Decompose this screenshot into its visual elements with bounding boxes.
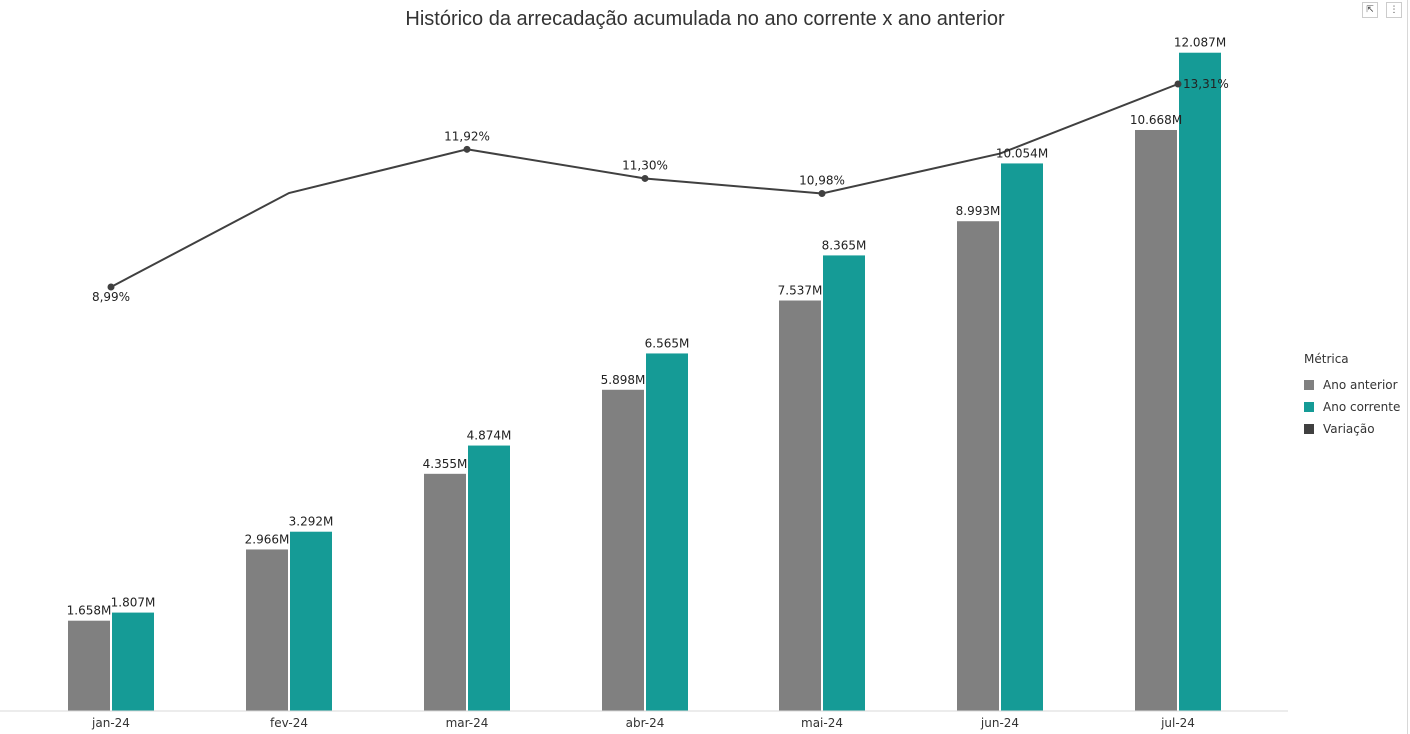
bar-label-ano-anterior-jan-24: 1.658M (67, 604, 112, 618)
bar-label-ano-corrente-mar-24: 4.874M (467, 429, 512, 443)
bar-label-ano-corrente-mai-24: 8.365M (822, 238, 867, 252)
bar-ano-corrente-jan-24[interactable] (112, 612, 154, 711)
x-tick-jan-24: jan-24 (91, 716, 130, 730)
x-tick-labels: jan-24 fev-24 mar-24 abr-24 mai-24 jun-24 jul-… (91, 716, 1195, 730)
more-options-icon[interactable]: ⋮ (1386, 2, 1402, 18)
bar-label-ano-anterior-jun-24: 8.993M (956, 204, 1001, 218)
variation-point-jul-24[interactable] (1174, 80, 1182, 88)
bar-ano-corrente-jun-24[interactable] (1001, 163, 1043, 711)
x-tick-jul-24: jul-24 (1160, 716, 1195, 730)
variation-label-jan-24: 8,99% (92, 290, 130, 304)
variation-label-abr-24: 11,30% (622, 158, 668, 172)
bar-label-ano-anterior-abr-24: 5.898M (601, 373, 646, 387)
x-tick-mai-24: mai-24 (801, 716, 843, 730)
bar-ano-anterior-mai-24[interactable] (779, 300, 821, 711)
bar-label-ano-corrente-fev-24: 3.292M (289, 515, 334, 529)
variation-point-mar-24[interactable] (463, 145, 471, 153)
legend-item-ano-anterior[interactable]: Ano anterior (1304, 374, 1400, 396)
legend-item-variacao[interactable]: Variação (1304, 418, 1400, 440)
bar-label-ano-anterior-mar-24: 4.355M (423, 457, 468, 471)
variation-point-jan-24[interactable] (107, 283, 115, 291)
bar-ano-corrente-mai-24[interactable] (823, 255, 865, 712)
x-tick-mar-24: mar-24 (446, 716, 489, 730)
legend-item-ano-corrente[interactable]: Ano corrente (1304, 396, 1400, 418)
x-tick-jun-24: jun-24 (980, 716, 1019, 730)
bars-layer (68, 52, 1221, 712)
legend: Métrica Ano anterior Ano corrente Variaç… (1304, 352, 1400, 440)
bar-label-ano-corrente-jan-24: 1.807M (111, 596, 156, 610)
legend-label: Variação (1323, 422, 1375, 436)
legend-title: Métrica (1304, 352, 1349, 366)
bar-label-ano-anterior-jul-24: 10.668M (1130, 113, 1182, 127)
bar-ano-anterior-jul-24[interactable] (1135, 129, 1177, 712)
legend-label: Ano corrente (1323, 400, 1401, 414)
bar-label-ano-anterior-mai-24: 7.537M (778, 284, 823, 298)
bar-ano-anterior-mar-24[interactable] (424, 473, 466, 711)
variation-point-abr-24[interactable] (641, 174, 649, 182)
bar-label-ano-corrente-abr-24: 6.565M (645, 336, 690, 350)
bar-label-ano-corrente-jun-24: 10.054M (996, 146, 1048, 160)
bar-ano-anterior-abr-24[interactable] (602, 389, 644, 711)
variation-point-mai-24[interactable] (818, 189, 826, 197)
bar-ano-corrente-abr-24[interactable] (646, 353, 688, 711)
visual-border (1407, 0, 1408, 734)
bar-label-ano-corrente-jul-24: 12.087M (1174, 36, 1226, 50)
line-layer (107, 80, 1182, 291)
bar-ano-corrente-mar-24[interactable] (468, 445, 510, 711)
bar-ano-anterior-jan-24[interactable] (68, 620, 110, 711)
bar-label-ano-anterior-fev-24: 2.966M (245, 532, 290, 546)
bar-ano-anterior-fev-24[interactable] (246, 549, 288, 711)
legend-label: Ano anterior (1323, 378, 1398, 392)
legend-swatch (1304, 424, 1314, 434)
bar-ano-corrente-jul-24[interactable] (1179, 52, 1221, 712)
x-tick-abr-24: abr-24 (626, 716, 665, 730)
legend-swatch (1304, 402, 1314, 412)
chart-title: Histórico da arrecadação acumulada no an… (405, 8, 1005, 30)
x-tick-fev-24: fev-24 (270, 716, 308, 730)
variation-label-mai-24: 10,98% (799, 173, 845, 187)
legend-swatch (1304, 380, 1314, 390)
bar-ano-anterior-jun-24[interactable] (957, 221, 999, 712)
variation-label-mar-24: 11,92% (444, 129, 490, 143)
variation-label-jul-24: 13,31% (1183, 77, 1229, 91)
bar-ano-corrente-fev-24[interactable] (290, 531, 332, 711)
focus-mode-icon[interactable]: ⇱ (1362, 2, 1378, 18)
